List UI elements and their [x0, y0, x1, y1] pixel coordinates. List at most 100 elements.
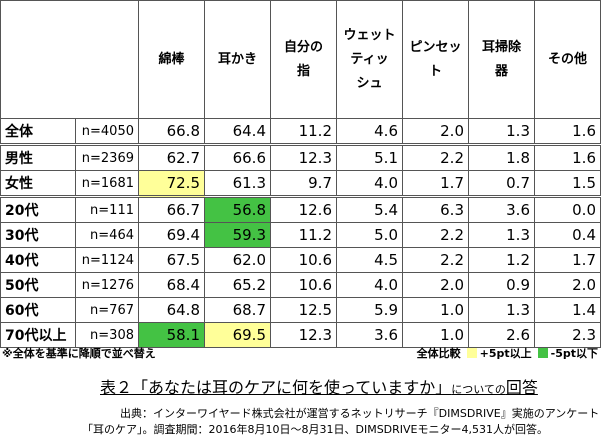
- cell: 0.0: [534, 196, 601, 223]
- row-group: 全体 n=4050 66.8 64.4 11.2 4.6 2.0 1.3 1.6: [0, 118, 601, 146]
- source-line: 出典：インターワイヤード株式会社が運営するネットリサーチ『DIMSDRIVE』実…: [120, 407, 600, 420]
- table-row: 男性 n=2369 62.7 66.6 12.3 5.1 2.2 1.8 1.6: [0, 144, 601, 171]
- cell: 1.0: [402, 297, 469, 323]
- cell: 1.5: [534, 170, 601, 198]
- cell: 1.4: [534, 297, 601, 323]
- row-label: 70代以上: [0, 322, 76, 348]
- cell: 1.2: [468, 247, 535, 273]
- cell: 56.8: [204, 196, 271, 223]
- cell: 2.0: [402, 272, 469, 298]
- table-row: 40代 n=1124 67.5 62.0 10.6 4.5 2.2 1.2 1.7: [0, 247, 601, 273]
- sample-size: n=464: [75, 222, 139, 248]
- cell: 0.9: [468, 272, 535, 298]
- cell: 64.4: [204, 118, 271, 146]
- sample-size: n=767: [75, 297, 139, 323]
- cell: 59.3: [204, 222, 271, 248]
- sample-size: n=1681: [75, 170, 139, 198]
- cell: 1.8: [468, 144, 535, 171]
- row-label: 女性: [0, 170, 76, 198]
- cell: 1.3: [468, 118, 535, 146]
- legend-swatch: [537, 348, 548, 358]
- row-label: 男性: [0, 144, 76, 171]
- legend-label: -5pt以下: [550, 347, 598, 360]
- data-table: 綿棒 耳かき 自分の 指ウェット ティッ シュ ピンセッ ト耳掃除 器その他 全体 n=…: [0, 0, 601, 348]
- table-row: 全体 n=4050 66.8 64.4 11.2 4.6 2.0 1.3 1.6: [0, 118, 601, 146]
- column-header: ウェット ティッ シュ: [336, 0, 403, 119]
- cell: 58.1: [138, 322, 205, 348]
- legend: 全体比較 +5pt以上 -5pt以下: [417, 345, 598, 361]
- cell: 11.2: [270, 222, 337, 248]
- cell: 12.3: [270, 322, 337, 348]
- cell: 2.2: [402, 247, 469, 273]
- row-group: 男性 n=2369 62.7 66.6 12.3 5.1 2.2 1.8 1.6 女性 n=1681…: [0, 144, 601, 198]
- cell: 1.7: [402, 170, 469, 198]
- row-label: 60代: [0, 297, 76, 323]
- cell: 68.4: [138, 272, 205, 298]
- cell: 2.0: [402, 118, 469, 146]
- cell: 62.7: [138, 144, 205, 171]
- legend-title: 全体比較: [416, 347, 461, 360]
- row-group: 20代 n=111 66.7 56.8 12.6 5.4 6.3 3.6 0.0 30代 n=464…: [0, 196, 601, 348]
- table-row: 60代 n=767 64.8 68.7 12.5 5.9 1.0 1.3 1.4: [0, 297, 601, 323]
- cell: 2.3: [534, 322, 601, 348]
- cell: 66.6: [204, 144, 271, 171]
- cell: 62.0: [204, 247, 271, 273]
- cell: 1.0: [402, 322, 469, 348]
- cell: 65.2: [204, 272, 271, 298]
- cell: 12.6: [270, 196, 337, 223]
- cell: 66.7: [138, 196, 205, 223]
- cell: 69.5: [204, 322, 271, 348]
- cell: 10.6: [270, 272, 337, 298]
- cell: 11.2: [270, 118, 337, 146]
- cell: 12.5: [270, 297, 337, 323]
- legend-item: -5pt以下: [537, 345, 598, 361]
- cell: 0.4: [534, 222, 601, 248]
- row-label: 全体: [0, 118, 76, 146]
- cell: 0.7: [468, 170, 535, 198]
- cell: 2.2: [402, 144, 469, 171]
- row-label: 50代: [0, 272, 76, 298]
- column-header: ピンセッ ト: [402, 0, 469, 119]
- cell: 68.7: [204, 297, 271, 323]
- cell: 5.9: [336, 297, 403, 323]
- sample-size: n=111: [75, 196, 139, 223]
- caption-main: 表２「あなたは耳のケアに何を使っていますか」: [100, 378, 452, 397]
- cell: 4.6: [336, 118, 403, 146]
- row-label: 30代: [0, 222, 76, 248]
- sample-size: n=1276: [75, 272, 139, 298]
- source-line: 「耳のケア」。調査期間：2016年8月10日～8月31日、DIMSDRIVEモニ…: [82, 423, 548, 436]
- legend-item: +5pt以上: [466, 345, 532, 361]
- cell: 4.0: [336, 272, 403, 298]
- row-label: 40代: [0, 247, 76, 273]
- table-row: 20代 n=111 66.7 56.8 12.6 5.4 6.3 3.6 0.0: [0, 196, 601, 223]
- cell: 3.6: [336, 322, 403, 348]
- cell: 67.5: [138, 247, 205, 273]
- table-row: 女性 n=1681 72.5 61.3 9.7 4.0 1.7 0.7 1.5: [0, 170, 601, 198]
- cell: 1.3: [468, 222, 535, 248]
- column-header: 自分の 指: [270, 0, 337, 119]
- column-header: 耳かき: [204, 0, 271, 119]
- table-row: 50代 n=1276 68.4 65.2 10.6 4.0 2.0 0.9 2.0: [0, 272, 601, 298]
- column-header: 耳掃除 器: [468, 0, 535, 119]
- cell: 66.8: [138, 118, 205, 146]
- cell: 4.5: [336, 247, 403, 273]
- sample-size: n=4050: [75, 118, 139, 146]
- caption: 表２「あなたは耳のケアに何を使っていますか」についての回答: [100, 374, 538, 398]
- cell: 5.4: [336, 196, 403, 223]
- sample-size: n=308: [75, 322, 139, 348]
- sample-size: n=1124: [75, 247, 139, 273]
- cell: 1.6: [534, 118, 601, 146]
- legend-label: +5pt以上: [479, 347, 532, 360]
- table-row: 70代以上 n=308 58.1 69.5 12.3 3.6 1.0 2.6 2.3: [0, 322, 601, 348]
- cell: 64.8: [138, 297, 205, 323]
- cell: 12.3: [270, 144, 337, 171]
- cell: 10.6: [270, 247, 337, 273]
- cell: 1.7: [534, 247, 601, 273]
- column-header: 綿棒: [138, 0, 205, 119]
- caption-small: についての: [451, 383, 506, 396]
- corner: [0, 0, 139, 119]
- table-row: 30代 n=464 69.4 59.3 11.2 5.0 2.2 1.3 0.4: [0, 222, 601, 248]
- caption-end: 回答: [505, 378, 538, 397]
- cell: 2.2: [402, 222, 469, 248]
